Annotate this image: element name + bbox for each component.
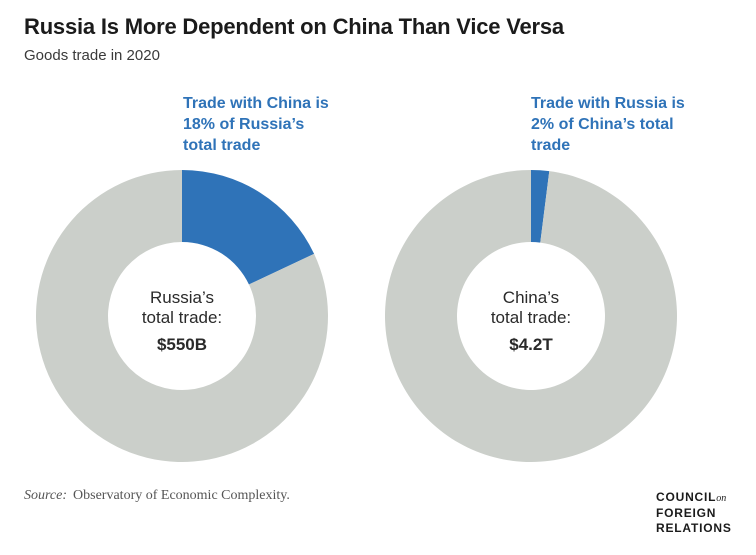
china-total-value: $4.2T xyxy=(509,335,553,354)
chart-subtitle: Goods trade in 2020 xyxy=(24,47,160,64)
russia-callout-line: 18% of Russia’s xyxy=(183,116,305,133)
china-center-label: total trade: xyxy=(491,308,571,327)
russia-slice-highlight xyxy=(182,170,315,285)
china-callout-line: trade xyxy=(531,137,571,154)
russia-donut xyxy=(35,170,328,462)
china-slice-highlight xyxy=(531,170,550,243)
russia-callout-line: total trade xyxy=(183,137,261,154)
russia-slice-other xyxy=(35,170,328,462)
china-callout-line: Trade with Russia is xyxy=(531,95,685,112)
source-text: Observatory of Economic Complexity. xyxy=(73,488,290,503)
russia-callout: Trade with China is 18% of Russia’s tota… xyxy=(183,93,329,156)
china-center-label: China’s xyxy=(503,288,559,307)
china-callout: Trade with Russia is 2% of China’s total… xyxy=(531,93,685,156)
logo-line: RELATIONS xyxy=(656,521,732,535)
logo-on: on xyxy=(716,493,727,504)
source-note: Source: Observatory of Economic Complexit… xyxy=(24,488,290,504)
cfr-logo: COUNCILon FOREIGN RELATIONS xyxy=(656,490,732,536)
chart-title: Russia Is More Dependent on China Than V… xyxy=(24,14,564,39)
china-callout-line: 2% of China’s total xyxy=(531,116,674,133)
russia-total-value: $550B xyxy=(157,335,207,354)
china-slice-other xyxy=(384,169,678,462)
russia-center-label: Russia’s xyxy=(150,288,214,307)
russia-callout-line: Trade with China is xyxy=(183,95,329,112)
china-donut xyxy=(384,169,678,462)
logo-line: FOREIGN xyxy=(656,506,717,520)
logo-line: COUNCIL xyxy=(656,490,717,504)
source-label: Source: xyxy=(24,488,68,503)
russia-center-label: total trade: xyxy=(142,308,222,327)
